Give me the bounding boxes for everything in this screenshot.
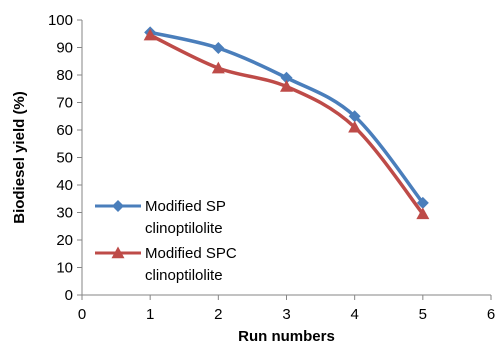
x-tick-label: 5 <box>419 306 427 323</box>
data-point <box>280 80 293 92</box>
data-point <box>348 120 362 133</box>
legend: Modified SP clinoptilolite Modified SPC … <box>95 198 237 284</box>
x-tick-label: 1 <box>146 306 154 323</box>
x-tick-label: 0 <box>78 306 86 323</box>
legend-marker-series-1 <box>112 200 124 212</box>
legend-entry-series-2: Modified SPC clinoptilolite <box>95 245 237 284</box>
legend-label-series-2-line-2: clinoptilolite <box>145 267 223 284</box>
x-tick-label: 6 <box>487 306 495 323</box>
y-tick-label: 100 <box>48 12 73 29</box>
y-tick-label: 10 <box>56 260 73 277</box>
y-tick-label: 40 <box>56 177 73 194</box>
y-tick-label: 50 <box>56 150 73 167</box>
y-tick-label: 20 <box>56 232 73 249</box>
series-2 <box>143 28 430 220</box>
x-tick-label: 4 <box>350 306 358 323</box>
y-tick-label: 80 <box>56 67 73 84</box>
legend-entry-series-1: Modified SP clinoptilolite <box>95 198 226 237</box>
legend-label-series-1-line-2: clinoptilolite <box>145 220 223 237</box>
x-tick-label: 3 <box>282 306 290 323</box>
legend-label-series-1-line-1: Modified SP <box>145 198 226 215</box>
y-tick-label: 90 <box>56 40 73 57</box>
y-tick-label: 60 <box>56 122 73 139</box>
data-point <box>416 207 430 220</box>
y-axis-title: Biodiesel yield (%) <box>11 91 28 224</box>
data-point <box>348 110 361 123</box>
data-point <box>212 42 225 55</box>
data-point <box>211 61 225 74</box>
series-layer <box>143 26 430 220</box>
x-axis-title: Run numbers <box>238 328 335 345</box>
data-point <box>143 28 157 41</box>
y-tick-group: 0 10 20 30 40 50 60 70 80 90 100 <box>48 12 82 304</box>
data-point <box>280 71 293 84</box>
legend-marker-series-2 <box>111 246 125 259</box>
series-1 <box>144 26 429 209</box>
x-tick-label: 2 <box>214 306 222 323</box>
y-tick-label: 0 <box>65 287 73 304</box>
axes <box>81 20 491 296</box>
data-point <box>416 196 429 209</box>
y-tick-label: 70 <box>56 95 73 112</box>
y-tick-label: 30 <box>56 205 73 222</box>
x-tick-group: 0 1 2 3 4 5 6 <box>78 295 495 323</box>
series-line-1 <box>149 30 425 204</box>
series-line-2 <box>149 33 425 215</box>
legend-label-series-2-line-1: Modified SPC <box>145 245 237 262</box>
